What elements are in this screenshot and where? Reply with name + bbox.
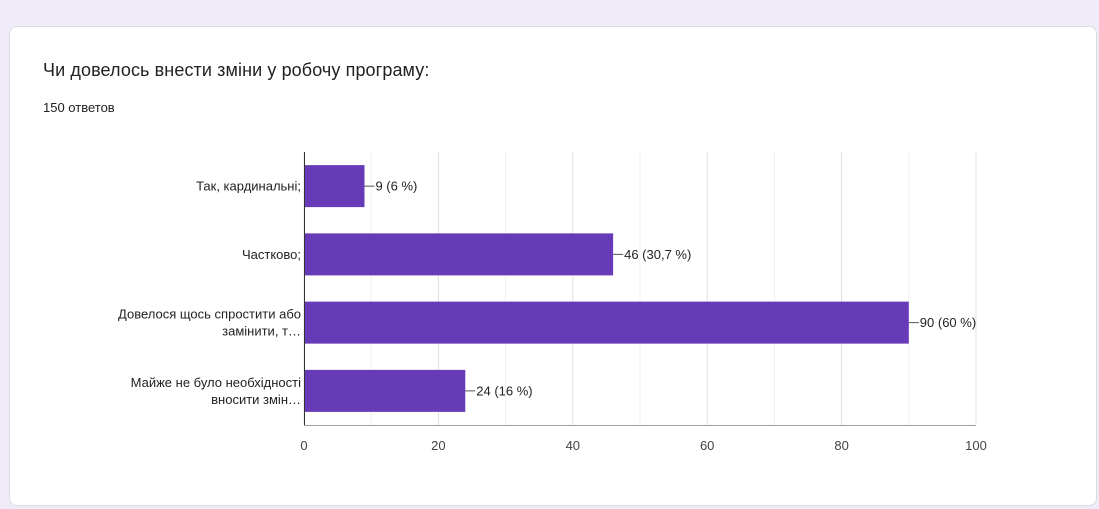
category-label: Майже не було необхідності <box>131 375 301 390</box>
x-tick-label: 60 <box>700 438 714 453</box>
category-label: замінити, т… <box>222 324 301 339</box>
bar <box>304 233 614 276</box>
value-label: 90 (60 %) <box>920 315 976 330</box>
x-tick-label: 20 <box>431 438 445 453</box>
category-label: Так, кардинальні; <box>196 179 301 194</box>
value-label: 24 (16 %) <box>476 383 532 398</box>
category-label: Довелося щось спростити або <box>118 307 301 322</box>
value-label: 46 (30,7 %) <box>624 247 691 262</box>
question-title: Чи довелось внести зміни у робочу програ… <box>43 60 430 80</box>
response-count: 150 ответов <box>43 100 115 115</box>
page-background <box>0 0 1099 26</box>
bar <box>304 301 909 344</box>
bar-chart: Так, кардинальні; Частково; Довелося щось … <box>118 152 987 453</box>
x-tick-label: 80 <box>834 438 848 453</box>
bar <box>304 369 466 412</box>
x-tick-label: 40 <box>566 438 580 453</box>
category-label: Частково; <box>242 247 301 262</box>
value-label: 9 (6 %) <box>375 179 417 194</box>
summary-card: Чи довелось внести зміни у робочу програ… <box>9 26 1097 506</box>
bar <box>304 165 365 208</box>
category-label: вносити змін… <box>211 392 301 407</box>
x-tick-label: 100 <box>965 438 987 453</box>
x-tick-label: 0 <box>300 438 307 453</box>
